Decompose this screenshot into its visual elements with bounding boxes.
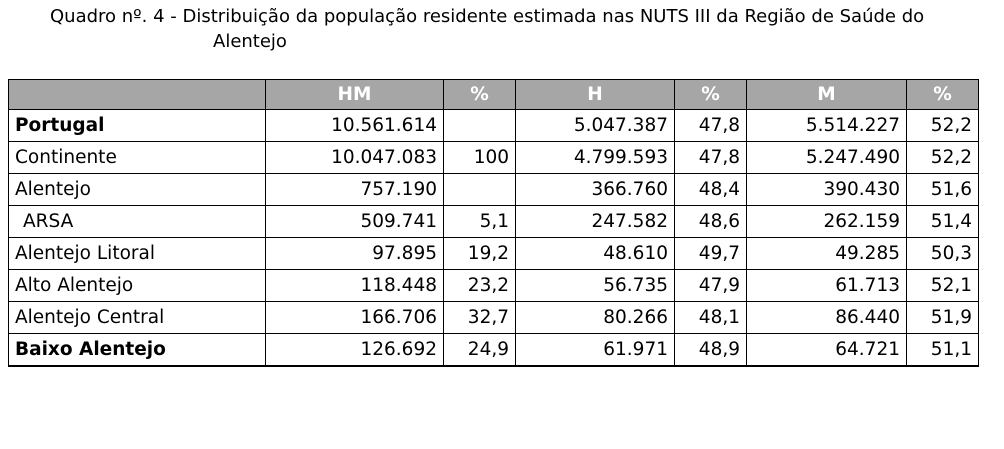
- cell: 509.741: [265, 205, 444, 238]
- table-row: Alto Alentejo 118.448 23,2 56.735 47,9 61.713…: [8, 269, 979, 302]
- row-label: Alentejo: [8, 173, 266, 206]
- table-row: Portugal 10.561.614 5.047.387 47,8 5.514.227…: [8, 109, 979, 142]
- header-cell: %: [674, 79, 747, 110]
- cell: 262.159: [746, 205, 907, 238]
- table-row: Baixo Alentejo 126.692 24,9 61.971 48,9 64.72…: [8, 333, 979, 367]
- cell: 52,1: [906, 269, 979, 302]
- cell: 86.440: [746, 301, 907, 334]
- row-label: Alto Alentejo: [8, 269, 266, 302]
- row-label: Portugal: [8, 109, 266, 142]
- cell: 23,2: [443, 269, 516, 302]
- cell: 51,9: [906, 301, 979, 334]
- cell: 5.514.227: [746, 109, 907, 142]
- cell: 757.190: [265, 173, 444, 206]
- cell: 32,7: [443, 301, 516, 334]
- header-cell: M: [746, 79, 907, 110]
- cell: 4.799.593: [515, 141, 675, 174]
- cell: 51,6: [906, 173, 979, 206]
- header-cell: H: [515, 79, 675, 110]
- cell: 10.047.083: [265, 141, 444, 174]
- header-cell: %: [906, 79, 979, 110]
- cell: 47,8: [674, 109, 747, 142]
- cell: 247.582: [515, 205, 675, 238]
- cell: 48,6: [674, 205, 747, 238]
- header-cell: [8, 79, 266, 110]
- cell: 52,2: [906, 141, 979, 174]
- cell: 80.266: [515, 301, 675, 334]
- cell: 5,1: [443, 205, 516, 238]
- table-row: ARSA 509.741 5,1 247.582 48,6 262.159 51,4: [8, 205, 979, 238]
- cell: 100: [443, 141, 516, 174]
- cell: 5.247.490: [746, 141, 907, 174]
- cell: 97.895: [265, 237, 444, 270]
- cell: 390.430: [746, 173, 907, 206]
- table-row: Alentejo Litoral 97.895 19,2 48.610 49,7 49.2…: [8, 237, 979, 270]
- header-cell: HM: [265, 79, 444, 110]
- row-label: Alentejo Central: [8, 301, 266, 334]
- row-label: Baixo Alentejo: [8, 333, 266, 367]
- cell: [443, 173, 516, 206]
- cell: 49.285: [746, 237, 907, 270]
- cell: 118.448: [265, 269, 444, 302]
- cell: 56.735: [515, 269, 675, 302]
- cell: 366.760: [515, 173, 675, 206]
- population-table: HM% H% M% Portugal 10.561.614 5.047.387 47,8 5.…: [8, 79, 979, 367]
- cell: 48,9: [674, 333, 747, 367]
- table-row: Alentejo 757.190 366.760 48,4 390.430 51,6: [8, 173, 979, 206]
- header-cell: %: [443, 79, 516, 110]
- table-row: Continente 10.047.083 100 4.799.593 47,8 5.24…: [8, 141, 979, 174]
- cell: 48,4: [674, 173, 747, 206]
- cell: 47,9: [674, 269, 747, 302]
- cell: 19,2: [443, 237, 516, 270]
- cell: 61.971: [515, 333, 675, 367]
- header-row: HM% H% M%: [8, 79, 979, 110]
- table-row: Alentejo Central 166.706 32,7 80.266 48,1 86.…: [8, 301, 979, 334]
- cell: 51,4: [906, 205, 979, 238]
- cell: 48.610: [515, 237, 675, 270]
- cell: 126.692: [265, 333, 444, 367]
- cell: [443, 109, 516, 142]
- cell: 24,9: [443, 333, 516, 367]
- cell: 47,8: [674, 141, 747, 174]
- cell: 49,7: [674, 237, 747, 270]
- cell: 166.706: [265, 301, 444, 334]
- cell: 52,2: [906, 109, 979, 142]
- cell: 10.561.614: [265, 109, 444, 142]
- cell: 51,1: [906, 333, 979, 367]
- row-label: Continente: [8, 141, 266, 174]
- row-label: ARSA: [8, 205, 266, 238]
- cell: 5.047.387: [515, 109, 675, 142]
- row-label: Alentejo Litoral: [8, 237, 266, 270]
- cell: 61.713: [746, 269, 907, 302]
- cell: 50,3: [906, 237, 979, 270]
- table-title: Quadro nº. 4 - Distribuição da população…: [50, 6, 925, 52]
- cell: 64.721: [746, 333, 907, 367]
- cell: 48,1: [674, 301, 747, 334]
